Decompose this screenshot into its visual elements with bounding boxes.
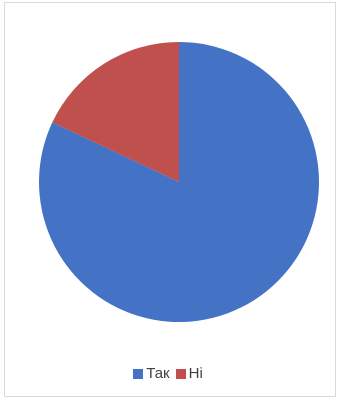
pie-chart bbox=[39, 42, 320, 322]
legend-label-ni: Ні bbox=[188, 365, 203, 382]
chart-frame: Так Ні bbox=[4, 2, 336, 397]
pie-slice-ni bbox=[52, 42, 179, 182]
pie-slice-tak bbox=[39, 42, 320, 322]
legend-swatch-ni bbox=[175, 368, 186, 379]
legend: Так Ні bbox=[5, 365, 337, 382]
legend-label-tak: Так bbox=[146, 365, 170, 382]
legend-item-tak: Так bbox=[133, 365, 170, 382]
legend-swatch-tak bbox=[133, 368, 144, 379]
legend-item-ni: Ні bbox=[175, 365, 203, 382]
